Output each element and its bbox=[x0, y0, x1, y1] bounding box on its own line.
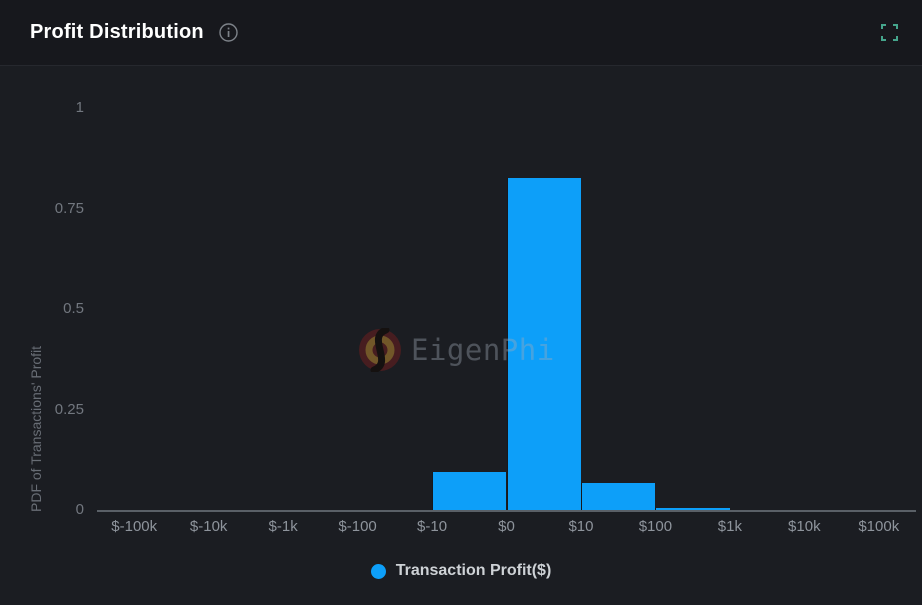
legend-item-transaction-profit[interactable]: Transaction Profit($) bbox=[0, 562, 922, 580]
x-tick-label: $-1k bbox=[268, 518, 298, 535]
x-tick-label: $0 bbox=[498, 518, 515, 535]
y-tick-label: 0.75 bbox=[54, 199, 84, 217]
page-title: Profit Distribution bbox=[30, 21, 204, 43]
histogram-bar[interactable] bbox=[432, 471, 507, 510]
x-tick-label: $-10k bbox=[189, 518, 228, 535]
x-tick-label: $-10 bbox=[417, 518, 448, 535]
x-tick-label: $100k bbox=[858, 518, 900, 535]
x-tick-label: $100 bbox=[638, 518, 673, 535]
y-tick-label: 0 bbox=[75, 501, 84, 518]
y-axis-tick-labels: 0 0.25 0.5 0.75 1 bbox=[0, 99, 84, 518]
legend-label: Transaction Profit($) bbox=[395, 562, 552, 579]
card-header: Profit Distribution bbox=[0, 0, 922, 66]
x-tick-label: $-100k bbox=[111, 518, 158, 535]
y-tick-label: 0.25 bbox=[54, 400, 84, 418]
x-tick-label: $10 bbox=[568, 518, 594, 535]
histogram-bar[interactable] bbox=[580, 483, 656, 510]
x-tick-label: $1k bbox=[717, 518, 742, 535]
histogram-bar[interactable] bbox=[506, 178, 581, 510]
chart-area: PDF of Transactions' Profit 0 0.25 0.5 0.75… bbox=[0, 67, 922, 605]
x-tick-label: $-100 bbox=[338, 518, 377, 535]
fullscreen-icon[interactable] bbox=[881, 24, 898, 41]
y-tick-label: 0.5 bbox=[63, 300, 84, 317]
y-tick-label: 1 bbox=[75, 99, 84, 116]
x-tick-label: $10k bbox=[788, 518, 821, 535]
plot-area bbox=[97, 108, 916, 512]
legend-dot-icon bbox=[370, 563, 386, 579]
info-icon[interactable] bbox=[219, 23, 238, 42]
histogram-bar[interactable] bbox=[655, 507, 730, 510]
x-axis-tick-labels: $-100k $-10k $-1k $-100 $-10 $0 $10 $100 $1k $10k… bbox=[97, 518, 916, 542]
